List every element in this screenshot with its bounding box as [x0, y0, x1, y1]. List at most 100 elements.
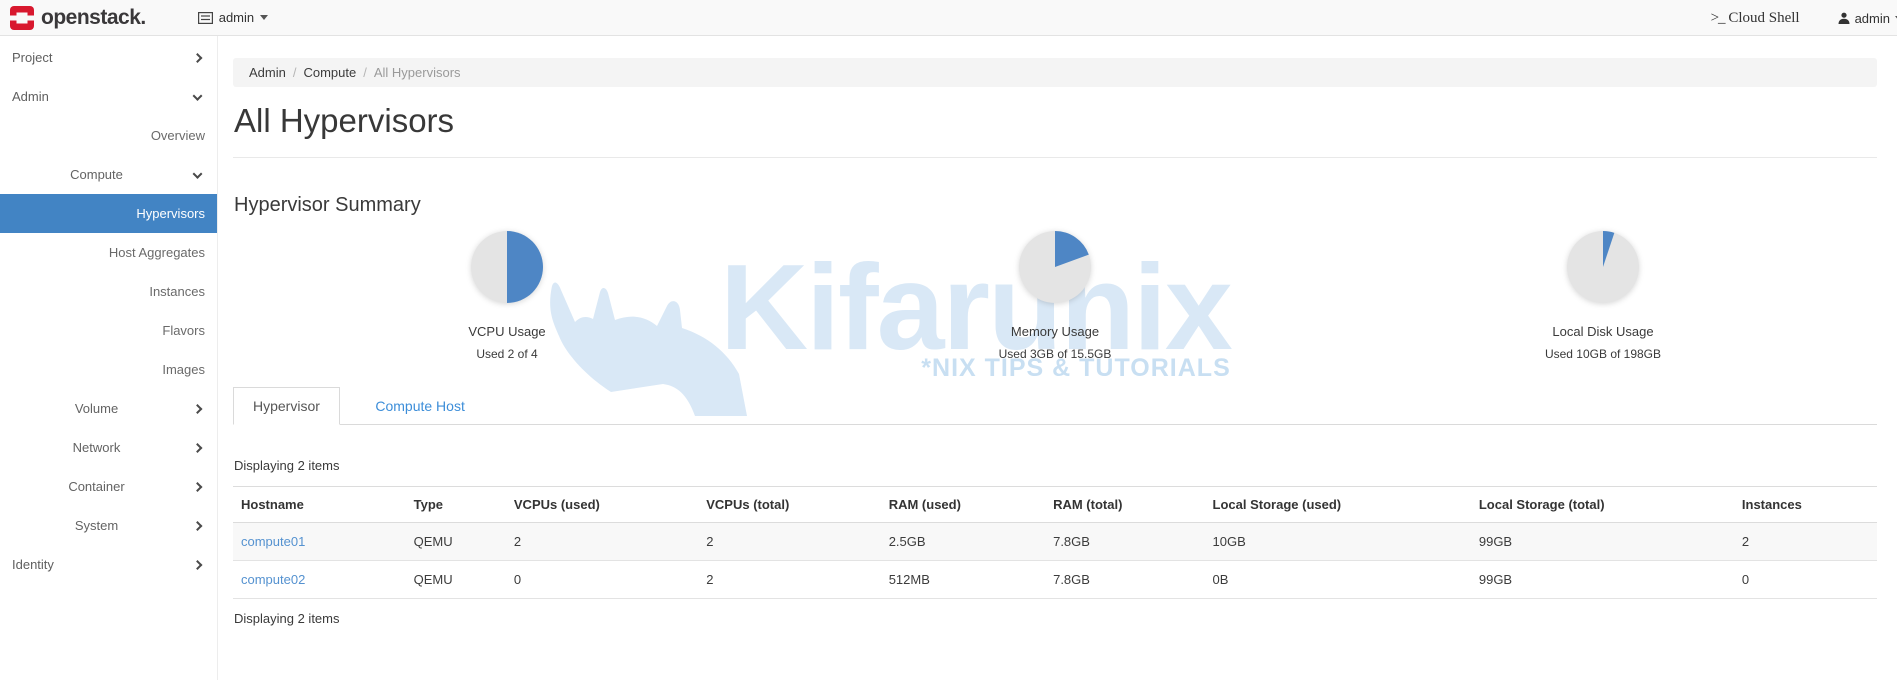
sidebar-item-label: Container	[68, 479, 125, 494]
domain-picker-dropdown[interactable]: admin	[197, 10, 269, 25]
hypervisors-table: Hostname Type VCPUs (used) VCPUs (total)…	[233, 486, 1877, 599]
sidebar-item-label: Identity	[12, 557, 54, 572]
sidebar-item-volume[interactable]: Volume	[0, 389, 217, 428]
column-header-storage-used: Local Storage (used)	[1204, 486, 1471, 523]
tab-hypervisor[interactable]: Hypervisor	[233, 387, 340, 425]
column-header-vcpus-used: VCPUs (used)	[505, 486, 699, 523]
domain-icon	[197, 11, 213, 24]
cell-ram-total: 7.8GB	[1045, 560, 1205, 599]
chevron-right-icon	[192, 403, 203, 414]
sidebar-item-label: Instances	[149, 284, 205, 299]
breadcrumb-link-compute[interactable]: Compute	[303, 65, 357, 80]
sidebar-item-project[interactable]: Project	[0, 38, 217, 77]
sidebar-nav: Project Admin Overview Compute Hyperviso…	[0, 36, 218, 680]
item-count-bottom: Displaying 2 items	[234, 611, 340, 626]
sidebar-item-label: Hypervisors	[136, 206, 205, 221]
memory-usage-pie-chart	[1019, 231, 1091, 303]
cell-ram-used: 2.5GB	[880, 522, 1046, 561]
column-header-instances: Instances	[1733, 486, 1877, 523]
cell-ram-total: 7.8GB	[1045, 522, 1205, 561]
cell-type: QEMU	[405, 522, 506, 561]
sidebar-item-overview[interactable]: Overview	[0, 116, 217, 155]
sidebar-item-compute[interactable]: Compute	[0, 155, 217, 194]
sidebar-item-label: Network	[72, 440, 121, 455]
cell-type: QEMU	[405, 560, 506, 599]
sidebar-item-label: Compute	[70, 167, 123, 182]
chart-subtitle: Used 2 of 4	[476, 347, 538, 361]
cell-storage-used: 10GB	[1204, 522, 1471, 561]
user-icon	[1838, 12, 1850, 24]
chevron-down-icon	[192, 90, 203, 101]
sidebar-item-label: Admin	[12, 89, 49, 104]
hostname-link-compute01[interactable]: compute01	[241, 534, 306, 549]
cloud-shell-label: Cloud Shell	[1728, 9, 1800, 26]
main-content: Admin / Compute / All Hypervisors All Hyperv…	[218, 36, 1897, 680]
sidebar-item-label: Host Aggregates	[108, 245, 205, 260]
tab-compute-host[interactable]: Compute Host	[375, 398, 465, 414]
breadcrumb: Admin / Compute / All Hypervisors	[233, 58, 1877, 87]
top-navbar: openstack. admin >_ Cloud Shell admin	[0, 0, 1897, 36]
sidebar-item-flavors[interactable]: Flavors	[0, 311, 217, 350]
chevron-down-icon	[192, 168, 203, 179]
chart-subtitle: Used 3GB of 15.5GB	[998, 347, 1112, 361]
chart-subtitle: Used 10GB of 198GB	[1544, 347, 1662, 361]
chart-memory-usage: Memory Usage Used 3GB of 15.5GB	[781, 229, 1329, 361]
sidebar-item-host-aggregates[interactable]: Host Aggregates	[0, 233, 217, 272]
table-header-row: Hostname Type VCPUs (used) VCPUs (total)…	[233, 486, 1877, 523]
sidebar-item-container[interactable]: Container	[0, 467, 217, 506]
cloud-shell-button[interactable]: >_ Cloud Shell	[1711, 10, 1800, 27]
cell-vcpus-total: 2	[698, 560, 881, 599]
column-header-hostname: Hostname	[233, 486, 406, 523]
chevron-right-icon	[192, 442, 203, 453]
tab-bar: Hypervisor Compute Host	[233, 387, 1877, 425]
chart-local-disk-usage: Local Disk Usage Used 10GB of 198GB	[1329, 229, 1877, 361]
cell-instances: 2	[1733, 522, 1877, 561]
hypervisor-summary-heading: Hypervisor Summary	[234, 194, 421, 216]
local-disk-usage-pie-chart	[1567, 231, 1639, 303]
cell-instances: 0	[1733, 560, 1877, 599]
hypervisor-summary-charts: VCPU Usage Used 2 of 4 Memory Usage Used…	[233, 229, 1877, 361]
column-header-storage-total: Local Storage (total)	[1470, 486, 1734, 523]
caret-down-icon	[1895, 15, 1897, 21]
sidebar-item-identity[interactable]: Identity	[0, 545, 217, 584]
sidebar-item-images[interactable]: Images	[0, 350, 217, 389]
openstack-logo-icon	[10, 5, 34, 30]
user-menu-dropdown[interactable]: admin	[1838, 11, 1897, 26]
table-row: compute02 QEMU 0 2 512MB 7.8GB 0B 99GB 0	[233, 560, 1877, 599]
chevron-right-icon	[192, 481, 203, 492]
sidebar-item-label: Project	[12, 50, 53, 65]
cell-vcpus-used: 2	[505, 522, 699, 561]
sidebar-item-network[interactable]: Network	[0, 428, 217, 467]
hostname-link-compute02[interactable]: compute02	[241, 572, 306, 587]
cell-vcpus-total: 2	[698, 522, 881, 561]
page-title: All Hypervisors	[234, 102, 455, 139]
cell-storage-total: 99GB	[1470, 560, 1734, 599]
sidebar-item-system[interactable]: System	[0, 506, 217, 545]
terminal-icon: >_	[1710, 9, 1726, 26]
item-count-top: Displaying 2 items	[234, 458, 340, 473]
caret-down-icon	[260, 15, 269, 20]
table-row: compute01 QEMU 2 2 2.5GB 7.8GB 10GB 99GB…	[233, 522, 1877, 561]
chart-title: Memory Usage	[1010, 324, 1100, 339]
sidebar-item-hypervisors[interactable]: Hypervisors	[0, 194, 217, 233]
sidebar-item-instances[interactable]: Instances	[0, 272, 217, 311]
sidebar-item-label: Flavors	[162, 323, 205, 338]
domain-picker-label: admin	[218, 10, 255, 25]
cell-storage-total: 99GB	[1470, 522, 1734, 561]
chevron-right-icon	[192, 520, 203, 531]
chart-title: Local Disk Usage	[1552, 324, 1654, 339]
cell-ram-used: 512MB	[880, 560, 1046, 599]
column-header-ram-used: RAM (used)	[880, 486, 1046, 523]
cell-vcpus-used: 0	[505, 560, 699, 599]
sidebar-item-label: Images	[162, 362, 205, 377]
chart-title: VCPU Usage	[468, 324, 546, 339]
sidebar-item-label: Volume	[74, 401, 119, 416]
column-header-vcpus-total: VCPUs (total)	[698, 486, 881, 523]
breadcrumb-current: All Hypervisors	[373, 65, 461, 80]
title-divider	[233, 157, 1877, 158]
sidebar-item-label: System	[74, 518, 119, 533]
breadcrumb-link-admin[interactable]: Admin	[249, 65, 286, 80]
column-header-ram-total: RAM (total)	[1045, 486, 1205, 523]
sidebar-item-admin[interactable]: Admin	[0, 77, 217, 116]
openstack-brand: openstack.	[0, 5, 146, 30]
